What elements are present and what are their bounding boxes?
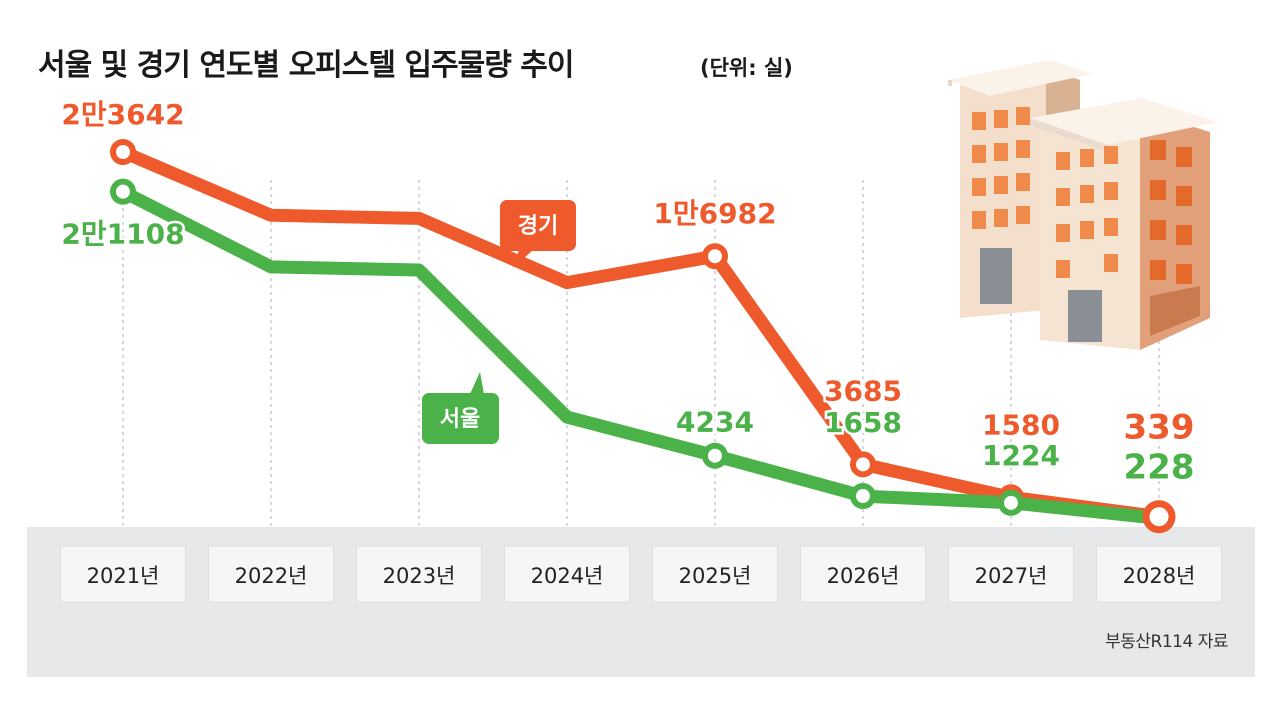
data-label-gyeonggi: 339 <box>1124 408 1195 448</box>
data-point-gyeonggi <box>850 451 876 478</box>
x-tick-box <box>208 545 334 603</box>
x-tick-label: 2022년 <box>235 564 308 588</box>
x-tick-label: 2027년 <box>975 564 1048 588</box>
x-tick-label: 2026년 <box>827 564 900 588</box>
legend-callout-gyeonggi: 경기 <box>500 200 576 268</box>
building-illustration <box>948 60 1218 350</box>
x-tick-box <box>356 545 482 603</box>
data-point-seoul <box>110 178 136 205</box>
x-tick-label: 2023년 <box>383 564 456 588</box>
x-tick-box <box>1096 545 1222 603</box>
data-point-seoul <box>998 489 1024 516</box>
data-point-gyeonggi <box>110 139 136 165</box>
source-note: 부동산R114 자료 <box>1105 632 1228 652</box>
x-tick-box <box>504 545 630 603</box>
legend-callout-seoul: 서울 <box>422 372 499 444</box>
data-label-seoul: 4234 <box>676 406 754 439</box>
data-label-seoul: 228 <box>1124 447 1195 487</box>
data-point-seoul <box>702 442 728 469</box>
data-label-gyeonggi: 3685 <box>824 374 902 407</box>
data-label-gyeonggi: 1만6982 <box>653 197 776 230</box>
legend-label-seoul: 서울 <box>440 407 480 432</box>
data-label-gyeonggi: 2만3642 <box>61 98 184 131</box>
chart-title: 서울 및 경기 연도별 오피스텔 입주물량 추이 <box>38 48 574 83</box>
data-label-gyeonggi: 1580 <box>982 408 1060 441</box>
x-tick-label: 2021년 <box>87 564 160 588</box>
x-tick-box <box>948 545 1074 603</box>
data-point-gyeonggi <box>702 243 728 270</box>
data-label-seoul: 2만1108 <box>61 218 184 251</box>
data-label-seoul: 1658 <box>824 406 902 439</box>
x-tick-box <box>652 545 778 603</box>
x-axis-labels: 2021년 2022년 2023년 2024년 2025년 2026년 2027년 2028년 <box>60 545 1222 603</box>
x-tick-label: 2024년 <box>531 564 604 588</box>
series-line-gyeonggi <box>116 145 1166 524</box>
unit-label: (단위: 실) <box>700 56 793 80</box>
x-tick-box <box>60 545 186 603</box>
x-tick-label: 2025년 <box>679 564 752 588</box>
series-line-seoul <box>116 185 1166 525</box>
x-tick-label: 2028년 <box>1123 564 1196 588</box>
data-label-seoul: 1224 <box>982 439 1060 472</box>
legend-label-gyeonggi: 경기 <box>518 214 558 239</box>
x-tick-box <box>800 545 926 603</box>
data-point-end <box>1142 500 1176 534</box>
data-point-seoul <box>850 483 876 510</box>
